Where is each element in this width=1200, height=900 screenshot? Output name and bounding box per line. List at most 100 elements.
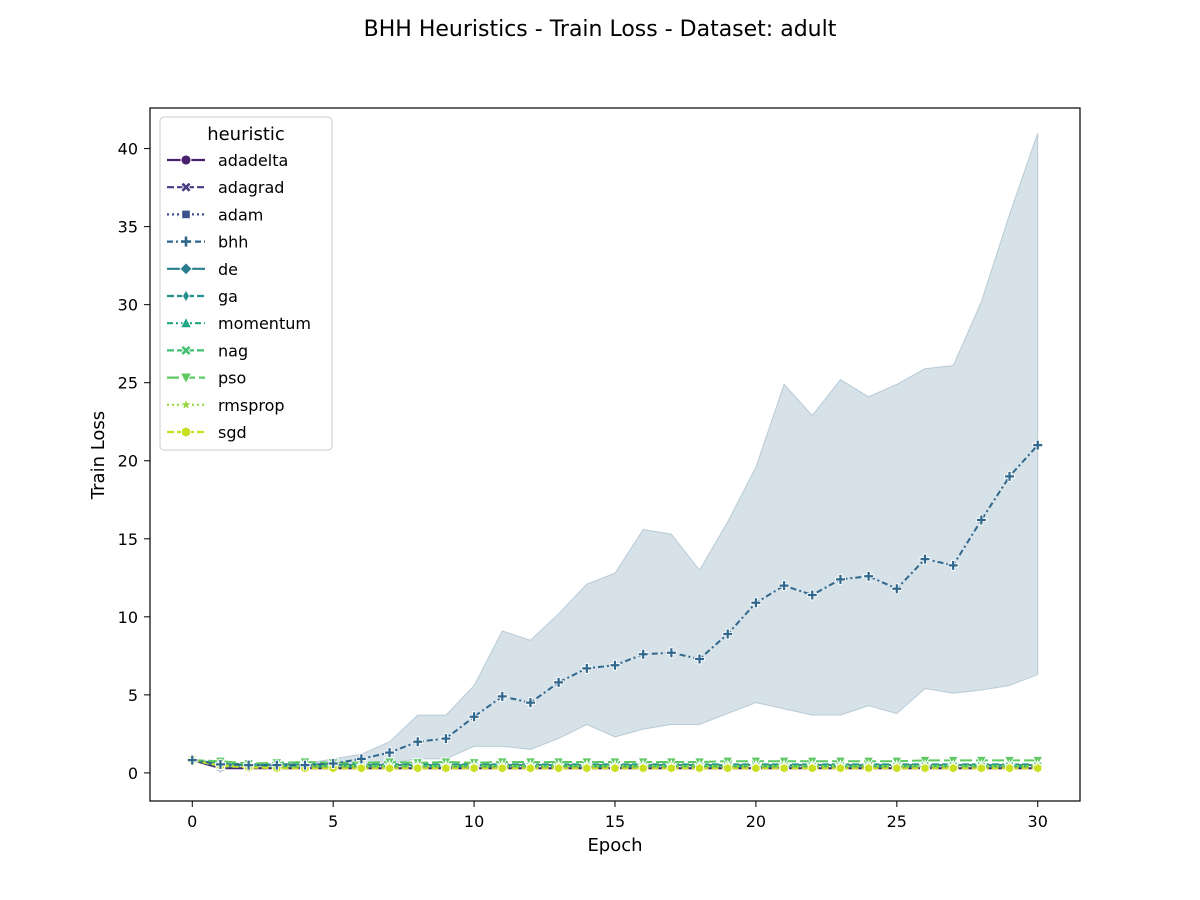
data-point-sgd — [864, 762, 874, 774]
data-point-bhh — [271, 759, 283, 771]
data-point-bhh — [778, 580, 790, 592]
data-point-bhh — [919, 553, 931, 565]
legend-label: nag — [218, 341, 248, 360]
data-point-sgd — [497, 762, 507, 774]
data-point-bhh — [581, 662, 593, 674]
data-point-bhh — [440, 733, 452, 744]
data-point-bhh — [496, 691, 508, 702]
data-point-sgd — [525, 762, 535, 774]
data-point-bhh — [947, 559, 959, 571]
data-point-sgd — [385, 762, 395, 774]
y-tick-label: 20 — [118, 452, 138, 471]
legend-items: adadelta adagrad adam bhh de ga momentum nag pso… — [167, 151, 311, 442]
y-tick-label: 10 — [118, 608, 138, 627]
data-point-bhh — [186, 754, 198, 766]
data-point-bhh — [665, 647, 677, 659]
data-point-sgd — [695, 762, 705, 774]
y-tick-label: 30 — [118, 296, 138, 315]
data-point-sgd — [469, 762, 479, 774]
x-tick-label: 10 — [464, 812, 484, 831]
data-point-bhh — [863, 570, 875, 582]
legend-marker-swatch — [179, 262, 193, 276]
legend-label: rmsprop — [218, 396, 285, 415]
data-point-bhh — [243, 759, 255, 771]
data-point-sgd — [441, 762, 451, 774]
legend-label: pso — [218, 369, 246, 388]
data-point-sgd — [638, 762, 648, 774]
data-point-bhh — [694, 653, 705, 665]
legend-item-pso: pso — [167, 369, 246, 388]
data-point-bhh — [327, 758, 339, 769]
legend-label: adagrad — [218, 178, 284, 197]
y-axis: 0 5 10 15 20 25 30 35 40 — [118, 140, 150, 783]
data-point-sgd — [835, 762, 845, 774]
legend-label: sgd — [218, 423, 247, 442]
legend-item-adagrad: adagrad — [167, 178, 284, 197]
x-tick-label: 20 — [746, 812, 766, 831]
data-point-sgd — [554, 762, 564, 774]
legend-marker-swatch — [181, 426, 191, 438]
y-tick-label: 35 — [118, 218, 138, 237]
confidence-band-bhh — [192, 132, 1039, 768]
data-point-bhh — [525, 697, 536, 709]
x-tick-label: 25 — [887, 812, 907, 831]
data-point-sgd — [413, 762, 423, 774]
legend-marker-swatch — [180, 235, 192, 248]
data-point-bhh — [553, 676, 565, 688]
data-point-bhh — [412, 736, 424, 748]
data-point-sgd — [751, 762, 761, 774]
legend-marker-swatch — [179, 372, 193, 385]
data-point-bhh — [637, 648, 649, 660]
legend-box — [159, 116, 333, 451]
data-point-sgd — [779, 762, 789, 774]
data-point-bhh — [722, 628, 734, 640]
data-point-bhh — [609, 659, 621, 671]
plot-area — [185, 132, 1045, 774]
legend-marker-swatch — [179, 397, 193, 411]
x-tick-label: 0 — [187, 812, 197, 831]
data-point-bhh — [1032, 439, 1044, 451]
data-point-bhh — [891, 583, 903, 595]
legend-label: ga — [218, 287, 238, 306]
legend-item-ga: ga — [167, 287, 238, 306]
data-point-bhh — [806, 589, 818, 601]
data-point-sgd — [666, 762, 676, 774]
data-point-bhh — [835, 573, 846, 585]
data-point-sgd — [356, 762, 366, 774]
data-point-bhh — [299, 759, 311, 771]
x-tick-label: 15 — [605, 812, 625, 831]
legend-item-adadelta: adadelta — [167, 151, 288, 170]
x-axis: 0 5 10 15 20 25 30 — [187, 801, 1048, 831]
series-layer — [185, 132, 1045, 774]
legend-label: de — [218, 260, 238, 279]
legend-label: momentum — [218, 314, 311, 333]
x-tick-label: 5 — [328, 812, 338, 831]
data-point-bhh — [750, 597, 762, 609]
legend-marker-swatch — [181, 289, 191, 303]
y-axis-title: Train Loss — [88, 411, 109, 500]
legend: heuristic adadelta adagrad adam bhh de ga mome… — [159, 116, 333, 451]
legend-label: bhh — [218, 233, 248, 252]
legend-item-rmsprop: rmsprop — [167, 396, 285, 415]
legend-label: adam — [218, 205, 263, 224]
data-point-bhh — [384, 747, 395, 759]
data-point-sgd — [723, 762, 733, 774]
legend-item-bhh: bhh — [167, 233, 248, 252]
legend-marker-swatch — [180, 154, 192, 166]
data-point-sgd — [1005, 762, 1015, 774]
legend-marker-swatch — [181, 209, 191, 220]
legend-item-nag: nag — [167, 341, 248, 360]
data-point-sgd — [976, 762, 986, 774]
legend-item-momentum: momentum — [167, 314, 311, 333]
data-point-sgd — [1033, 762, 1043, 774]
y-tick-label: 5 — [128, 686, 138, 705]
y-tick-label: 15 — [118, 530, 138, 549]
data-point-bhh — [975, 514, 987, 526]
legend-item-de: de — [167, 260, 238, 279]
data-point-sgd — [582, 762, 592, 774]
legend-marker-swatch — [180, 181, 192, 193]
legend-item-adam: adam — [167, 205, 263, 224]
legend-item-sgd: sgd — [167, 423, 247, 442]
x-tick-label: 30 — [1028, 812, 1048, 831]
